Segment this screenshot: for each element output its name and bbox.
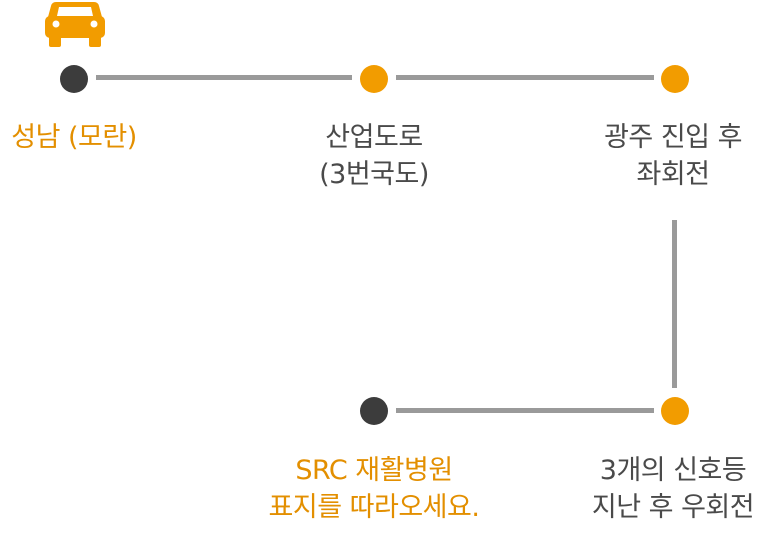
waypoint-node-1 — [360, 65, 388, 93]
route-line-1 — [96, 75, 352, 80]
destination-node — [360, 397, 388, 425]
waypoint-node-2 — [661, 65, 689, 93]
start-node — [60, 65, 88, 93]
step-label-2: 산업도로 (3번국도) — [319, 122, 429, 190]
route-line-2 — [396, 75, 654, 80]
step-label-start: 성남 (모란) — [11, 122, 137, 153]
route-line-4 — [396, 408, 654, 413]
route-line-3 — [672, 220, 677, 388]
waypoint-node-3 — [661, 397, 689, 425]
step-label-3: 광주 진입 후 좌회전 — [604, 122, 742, 190]
step-label-4: 3개의 신호등 지난 후 우회전 — [591, 455, 755, 523]
step-label-destination: SRC 재활병원 표지를 따라오세요. — [268, 455, 480, 523]
car-icon — [45, 2, 105, 47]
